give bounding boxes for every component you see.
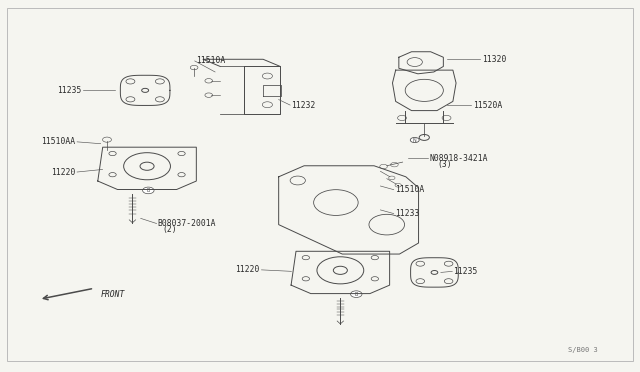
Circle shape <box>143 187 154 194</box>
Text: 11510A: 11510A <box>395 185 424 194</box>
Text: (3): (3) <box>438 160 452 169</box>
Text: N08918-3421A: N08918-3421A <box>429 154 488 163</box>
Text: 11233: 11233 <box>395 209 419 218</box>
Text: B: B <box>147 188 150 193</box>
Text: 11235: 11235 <box>57 86 81 95</box>
Text: 11220: 11220 <box>51 167 76 177</box>
Text: N: N <box>413 138 417 142</box>
Text: B: B <box>355 292 358 296</box>
Text: (2): (2) <box>163 225 177 234</box>
Text: 11510AA: 11510AA <box>41 137 76 146</box>
Text: FRONT: FRONT <box>100 290 125 299</box>
Circle shape <box>351 291 362 298</box>
Text: 11320: 11320 <box>482 55 506 64</box>
Text: S/B00 3: S/B00 3 <box>568 347 598 353</box>
Text: 11235: 11235 <box>454 267 478 276</box>
Text: 11510A: 11510A <box>196 57 225 65</box>
Text: 11220: 11220 <box>236 265 260 275</box>
Text: 11520A: 11520A <box>472 100 502 110</box>
Text: B08037-2001A: B08037-2001A <box>158 219 216 228</box>
Circle shape <box>410 137 419 142</box>
Text: 11232: 11232 <box>291 100 316 110</box>
